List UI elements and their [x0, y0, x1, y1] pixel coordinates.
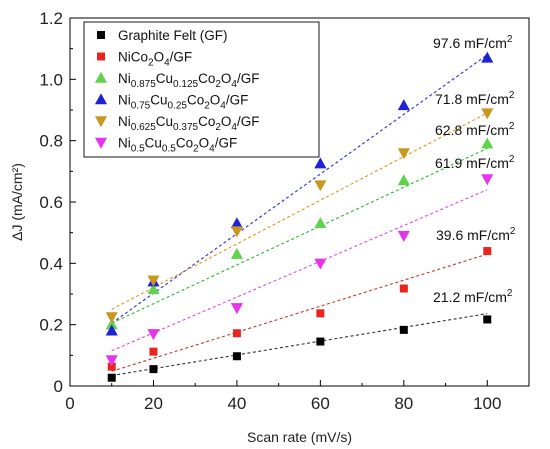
legend-marker — [94, 93, 108, 105]
legend: Graphite Felt (GF) NiCo2O4/GF Ni0.875Cu0.1… — [83, 21, 320, 158]
data-points — [105, 51, 494, 382]
legend-marker — [97, 31, 105, 39]
data-point — [481, 51, 494, 63]
data-point — [481, 174, 494, 186]
fit-line — [111, 253, 488, 372]
legend-entry: Ni0.625Cu0.375Co2O4/GF — [118, 114, 259, 133]
data-point — [230, 303, 243, 315]
slope-annotation: 21.2 mF/cm2 — [433, 288, 513, 305]
data-point — [316, 337, 325, 346]
slope-annotation: 71.8 mF/cm2 — [435, 90, 515, 107]
data-point — [105, 318, 118, 330]
data-point — [105, 355, 118, 367]
data-point — [147, 275, 160, 287]
x-tick-label: 40 — [227, 394, 246, 413]
data-point — [397, 148, 410, 160]
data-point — [230, 247, 243, 259]
data-point — [481, 108, 494, 120]
data-point — [107, 362, 116, 371]
legend-entry: Graphite Felt (GF) — [118, 28, 228, 43]
legend-marker — [94, 71, 108, 83]
fit-line — [111, 112, 488, 310]
data-point — [316, 309, 325, 318]
data-point — [399, 325, 408, 334]
slope-annotation: 61.9 mF/cm2 — [435, 154, 515, 171]
data-point — [149, 365, 158, 374]
legend-entry: Ni0.875Cu0.125Co2O4/GF — [118, 71, 259, 90]
data-point — [147, 329, 160, 341]
y-tick-label: 0 — [54, 377, 63, 396]
legend-entry: Ni0.5Cu0.5Co2O4/GF — [118, 136, 237, 155]
fit-line — [111, 147, 488, 324]
data-point — [232, 352, 241, 361]
fit-line — [111, 189, 488, 352]
legend-marker — [97, 52, 105, 61]
data-point — [481, 137, 494, 149]
data-point — [314, 217, 327, 229]
legend-entry: Ni0.75Cu0.25Co2O4/GF — [118, 93, 248, 112]
data-point — [105, 312, 118, 324]
data-point — [230, 226, 243, 238]
data-point — [149, 347, 158, 356]
data-point — [399, 284, 408, 293]
data-point — [314, 180, 327, 192]
data-point — [314, 258, 327, 270]
legend-marker — [94, 137, 108, 149]
x-tick-label: 0 — [65, 394, 74, 413]
y-tick-label: 1.2 — [39, 9, 63, 28]
data-point — [397, 174, 410, 186]
x-axis-title: Scan rate (mV/s) — [247, 429, 352, 445]
x-tick-label: 100 — [473, 394, 501, 413]
legend-box — [83, 21, 320, 158]
slope-annotations: 21.2 mF/cm2 39.6 mF/cm2 62.8 mF/cm2 97.6 mF… — [433, 34, 516, 305]
y-tick-label: 1.0 — [39, 70, 63, 89]
data-point — [483, 315, 492, 324]
data-point — [397, 231, 410, 243]
data-point — [483, 247, 492, 256]
data-point — [397, 99, 410, 111]
data-point — [147, 283, 160, 295]
data-point — [230, 217, 243, 229]
y-tick-label: 0.8 — [39, 132, 63, 151]
fit-lines — [111, 54, 488, 377]
data-point — [105, 324, 118, 336]
slope-annotation: 39.6 mF/cm2 — [436, 226, 516, 243]
x-tick-label: 80 — [394, 394, 413, 413]
legend-marker — [94, 116, 108, 128]
legend-entry: NiCo2O4/GF — [118, 50, 192, 69]
x-tick-label: 60 — [311, 394, 330, 413]
y-axis-title: ΔJ (mA/cm²) — [9, 163, 25, 241]
data-point — [232, 329, 241, 338]
y-tick-label: 0.2 — [39, 316, 63, 335]
fit-line — [111, 313, 488, 377]
y-tick-label: 0.6 — [39, 193, 63, 212]
data-point — [314, 157, 327, 169]
x-tick-label: 20 — [144, 394, 163, 413]
axes: 0 20 40 60 80 100 0 0.2 0.4 0.6 0.8 1.0 1.2 — [39, 9, 530, 413]
y-tick-label: 0.4 — [39, 254, 63, 273]
slope-annotation: 97.6 mF/cm2 — [433, 34, 513, 51]
data-point — [107, 373, 116, 382]
slope-annotation: 62.8 mF/cm2 — [435, 121, 515, 138]
